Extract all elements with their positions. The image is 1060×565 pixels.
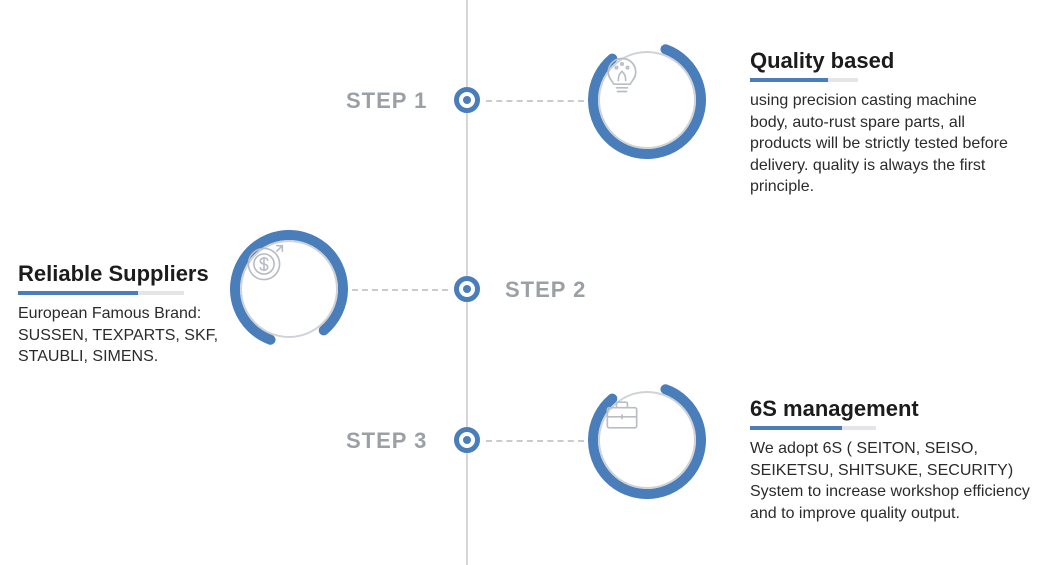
- step-2-title: Reliable Suppliers: [18, 261, 209, 287]
- step-3-circle: [588, 381, 706, 499]
- timeline-node-1: [454, 87, 480, 113]
- step-2-underline-blue: [18, 291, 138, 295]
- dollar-target-icon: [242, 242, 286, 286]
- step-2-circle: [230, 230, 348, 348]
- step-3-label: STEP 3: [346, 428, 427, 454]
- step-3-title: 6S management: [750, 396, 919, 422]
- infographic-stage: STEP 1 Quality based using precision: [0, 0, 1060, 565]
- connector-1: [486, 100, 584, 102]
- step-1-label: STEP 1: [346, 88, 427, 114]
- timeline-node-3-dot: [463, 436, 471, 444]
- step-3-underline: [750, 426, 876, 430]
- timeline-node-3: [454, 427, 480, 453]
- timeline-node-2: [454, 276, 480, 302]
- connector-3: [486, 440, 584, 442]
- step-1-underline-gray: [828, 78, 858, 82]
- step-1-title: Quality based: [750, 48, 894, 74]
- step-1-underline: [750, 78, 858, 82]
- step-1-circle-inner: [598, 51, 696, 149]
- step-1-body: using precision casting machine body, au…: [750, 90, 1018, 198]
- step-3-circle-inner: [598, 391, 696, 489]
- step-2-label: STEP 2: [505, 277, 586, 303]
- step-2-circle-inner: [240, 240, 338, 338]
- step-1-underline-blue: [750, 78, 828, 82]
- step-3-body: We adopt 6S ( SEITON, SEISO, SEIKETSU, S…: [750, 438, 1050, 524]
- step-1-circle: [588, 41, 706, 159]
- connector-2: [352, 289, 448, 291]
- lightbulb-icon: [600, 53, 644, 97]
- briefcase-icon: [600, 393, 644, 437]
- timeline-node-1-dot: [463, 96, 471, 104]
- step-2-body: European Famous Brand: SUSSEN, TEXPARTS,…: [18, 303, 228, 368]
- step-3-underline-gray: [842, 426, 876, 430]
- step-3-underline-blue: [750, 426, 842, 430]
- timeline-node-2-dot: [463, 285, 471, 293]
- step-2-underline-gray: [138, 291, 184, 295]
- step-2-underline: [18, 291, 184, 295]
